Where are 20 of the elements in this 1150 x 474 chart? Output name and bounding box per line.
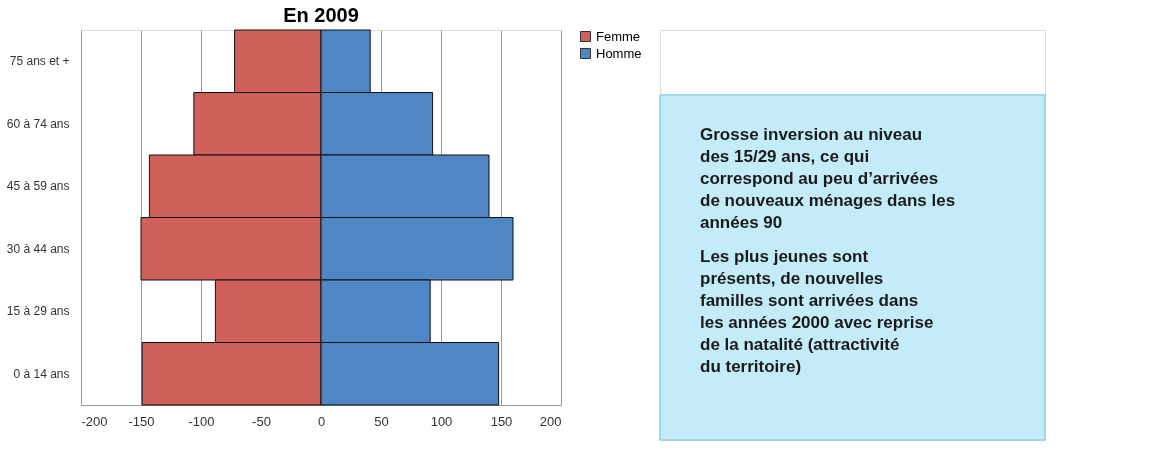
x-tick-label: -50 bbox=[252, 413, 271, 429]
y-tick-label: 45 à 59 ans bbox=[6, 179, 70, 194]
legend-label: Femme bbox=[596, 28, 641, 44]
x-tick-label: -100 bbox=[188, 413, 215, 429]
y-tick-label: 15 à 29 ans bbox=[6, 304, 70, 319]
text: Les plus jeunes sont présents, de nouvelles familles sont arrivées dans les années 2000 avec reprise de la natalité (attractivité du territoire) bbox=[700, 247, 934, 376]
x-tick-label: 200 bbox=[539, 413, 562, 429]
y-tick-label: 60 à 74 ans bbox=[6, 116, 70, 131]
x-tick-label: 100 bbox=[430, 413, 453, 429]
x-tick-label: 150 bbox=[490, 413, 513, 429]
text: Grosse inversion au niveau des 15/29 ans, ce qui correspond au peu d’arrivées de nouveaux ménages dans les années 90 bbox=[700, 125, 956, 232]
x-tick-label: -150 bbox=[128, 413, 155, 429]
y-tick-label: 75 ans et + bbox=[9, 54, 70, 69]
y-tick-label: 0 à 14 ans bbox=[13, 366, 70, 381]
x-tick-label: 0 bbox=[317, 413, 326, 429]
chart-title: En 2009 bbox=[283, 3, 359, 26]
x-tick-label: -200 bbox=[81, 413, 108, 429]
y-tick-label: 30 à 44 ans bbox=[6, 241, 70, 256]
legend-label: Homme bbox=[596, 45, 642, 61]
x-tick-label: 50 bbox=[374, 413, 389, 429]
